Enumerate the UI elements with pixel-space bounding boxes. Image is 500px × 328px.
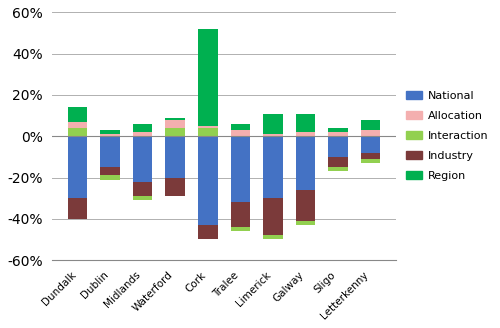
Bar	[100, 130, 120, 134]
Bar	[263, 113, 282, 134]
Bar	[263, 235, 282, 239]
Bar	[166, 177, 185, 196]
Bar	[230, 130, 250, 136]
Bar	[328, 128, 347, 132]
Bar	[296, 113, 315, 132]
Bar	[133, 196, 152, 200]
Bar	[328, 167, 347, 171]
Legend: National, Allocation, Interaction, Industry, Region: National, Allocation, Interaction, Indus…	[402, 87, 493, 186]
Bar	[198, 128, 218, 136]
Bar	[166, 118, 185, 120]
Bar	[68, 128, 87, 136]
Bar	[296, 132, 315, 136]
Bar	[263, 134, 282, 136]
Bar	[68, 136, 87, 198]
Bar	[100, 136, 120, 167]
Bar	[230, 124, 250, 130]
Bar	[198, 126, 218, 128]
Bar	[198, 136, 218, 225]
Bar	[198, 29, 218, 126]
Bar	[100, 134, 120, 136]
Bar	[263, 198, 282, 235]
Bar	[100, 175, 120, 180]
Bar	[360, 153, 380, 159]
Bar	[360, 120, 380, 130]
Bar	[68, 198, 87, 219]
Bar	[166, 136, 185, 177]
Bar	[166, 128, 185, 136]
Bar	[133, 124, 152, 132]
Bar	[68, 122, 87, 128]
Bar	[360, 130, 380, 136]
Bar	[133, 132, 152, 136]
Bar	[133, 136, 152, 182]
Bar	[166, 120, 185, 128]
Bar	[133, 182, 152, 196]
Bar	[230, 136, 250, 202]
Bar	[360, 159, 380, 163]
Bar	[328, 136, 347, 157]
Bar	[328, 157, 347, 167]
Bar	[100, 167, 120, 175]
Bar	[230, 202, 250, 227]
Bar	[296, 136, 315, 190]
Bar	[360, 136, 380, 153]
Bar	[296, 190, 315, 221]
Bar	[198, 225, 218, 239]
Bar	[230, 227, 250, 231]
Bar	[296, 221, 315, 225]
Bar	[68, 107, 87, 122]
Bar	[328, 132, 347, 136]
Bar	[263, 136, 282, 198]
